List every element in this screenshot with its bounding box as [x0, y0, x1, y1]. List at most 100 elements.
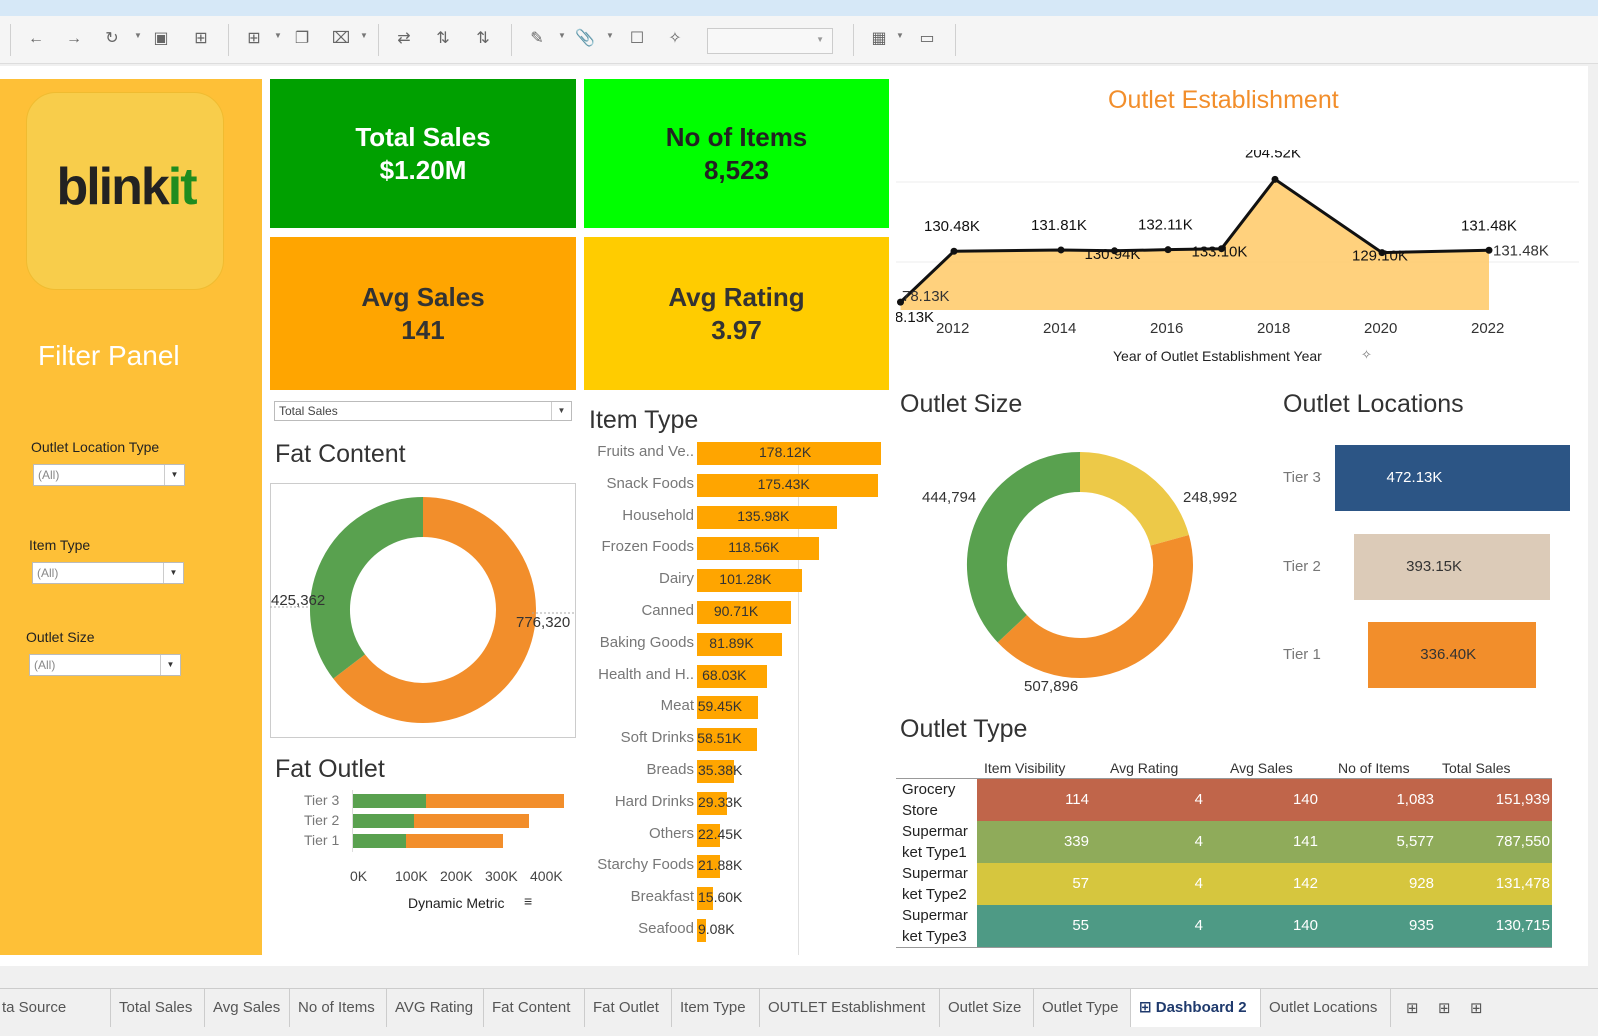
- show-me-icon[interactable]: ▦: [868, 28, 890, 50]
- establishment-point[interactable]: [1058, 246, 1065, 253]
- sheet-tab-fat-content[interactable]: Fat Content: [484, 989, 585, 1027]
- fat-outlet-bar-lowfat[interactable]: [414, 814, 529, 828]
- swap-icon[interactable]: ⇄: [393, 28, 415, 50]
- item-type-value-label: 90.71K: [714, 603, 758, 619]
- chevron-down-icon[interactable]: ▼: [160, 655, 180, 675]
- label-icon[interactable]: ☐: [626, 28, 648, 50]
- new-story-icon[interactable]: ⊞: [1470, 999, 1483, 1017]
- sheet-tab-ta-source[interactable]: ta Source: [0, 989, 111, 1027]
- redo-icon[interactable]: ↻: [101, 28, 123, 50]
- chevron-down-icon[interactable]: ▼: [134, 31, 142, 40]
- fat-outlet-bar-regular[interactable]: [352, 794, 426, 808]
- outlet-type-cell: 339: [1009, 833, 1089, 850]
- donut-slice-medium[interactable]: [1012, 540, 1173, 658]
- chevron-down-icon[interactable]: ▼: [163, 563, 183, 583]
- presentation-icon[interactable]: ▭: [916, 28, 938, 50]
- chevron-down-icon[interactable]: ▼: [896, 31, 904, 40]
- kpi-avg-rating[interactable]: Avg Rating 3.97: [584, 237, 889, 390]
- fat-outlet-axis: [352, 790, 353, 852]
- outlet-size-title: Outlet Size: [900, 390, 1022, 419]
- item-type-category-label: Canned: [584, 602, 694, 619]
- item-type-category-label: Health and H..: [584, 666, 694, 683]
- donut-slice-regular[interactable]: [330, 517, 423, 667]
- kpi-avg-sales[interactable]: Avg Sales 141: [270, 237, 576, 390]
- outlet-type-cell: 57: [1009, 875, 1089, 892]
- save-icon[interactable]: ▣: [150, 28, 172, 50]
- sheet-tab-avg-rating[interactable]: AVG Rating: [387, 989, 484, 1027]
- new-dashboard-icon[interactable]: ⊞: [1438, 999, 1451, 1017]
- item-type-value-label: 35.38K: [698, 762, 742, 778]
- item-type-category-label: Soft Drinks: [584, 729, 694, 746]
- establishment-point[interactable]: [951, 248, 958, 255]
- outlet-location-type-select[interactable]: (All) ▼: [33, 464, 185, 486]
- chevron-down-icon[interactable]: ▼: [606, 31, 614, 40]
- establishment-point-label: 132.11K: [1138, 217, 1193, 234]
- outlet-type-cell: 5,577: [1354, 833, 1434, 850]
- sheet-tab-no-of-items[interactable]: No of Items: [290, 989, 387, 1027]
- kpi-total-sales[interactable]: Total Sales $1.20M: [270, 79, 576, 228]
- chevron-down-icon[interactable]: ▼: [164, 465, 184, 485]
- item-type-value-label: 29.33K: [698, 794, 742, 810]
- outlet-type-title: Outlet Type: [900, 715, 1027, 744]
- fat-content-donut-chart: [270, 483, 576, 738]
- establishment-point-label: 131.48K: [1461, 217, 1517, 234]
- sheet-tab-avg-sales[interactable]: Avg Sales: [205, 989, 290, 1027]
- outlet-establishment-title: Outlet Establishment: [1108, 86, 1339, 115]
- sheet-tab-outlet-locations[interactable]: Outlet Locations: [1261, 989, 1391, 1027]
- fat-outlet-bar-lowfat[interactable]: [406, 834, 503, 848]
- metric-selector-value: Total Sales: [279, 404, 338, 418]
- donut-slice-high[interactable]: [1080, 472, 1170, 540]
- sort-icon[interactable]: ≡: [524, 893, 532, 909]
- item-type-select[interactable]: (All) ▼: [32, 562, 184, 584]
- chevron-down-icon[interactable]: ▼: [558, 31, 566, 40]
- establishment-point[interactable]: [1165, 246, 1172, 253]
- chevron-down-icon[interactable]: ▼: [551, 402, 571, 420]
- chevron-down-icon[interactable]: ▼: [274, 31, 282, 40]
- fat-outlet-bar-regular[interactable]: [352, 834, 406, 848]
- item-type-category-label: Snack Foods: [584, 475, 694, 492]
- fat-content-title: Fat Content: [275, 440, 406, 469]
- establishment-point[interactable]: [1486, 247, 1493, 254]
- sheet-tab-total-sales[interactable]: Total Sales: [111, 989, 205, 1027]
- metric-selector[interactable]: Total Sales ▼: [274, 401, 572, 421]
- pin-icon[interactable]: ✧: [664, 28, 686, 50]
- sheet-tab-dashboard-2[interactable]: ⊞ Dashboard 2: [1131, 989, 1261, 1027]
- annotate-icon[interactable]: 📎: [574, 28, 596, 50]
- logo-text-accent: it: [168, 158, 196, 216]
- fat-outlet-bar-lowfat[interactable]: [426, 794, 564, 808]
- establishment-point[interactable]: [1272, 176, 1279, 183]
- chevron-down-icon[interactable]: ▼: [360, 31, 368, 40]
- pin-icon[interactable]: ✧: [1361, 347, 1372, 363]
- duplicate-icon[interactable]: ❐: [291, 28, 313, 50]
- outlet-type-cell: 114: [1009, 791, 1089, 808]
- outlet-size-select[interactable]: (All) ▼: [29, 654, 181, 676]
- item-type-label: Item Type: [29, 537, 90, 553]
- fat-outlet-tick-label: 100K: [395, 868, 428, 884]
- fat-outlet-bar-regular[interactable]: [352, 814, 414, 828]
- sort-desc-icon[interactable]: ⇅: [472, 28, 494, 50]
- toolbar-separator: [10, 24, 11, 56]
- sheet-tab-item-type[interactable]: Item Type: [672, 989, 760, 1027]
- kpi-no-of-items[interactable]: No of Items 8,523: [584, 79, 889, 228]
- item-type-title: Item Type: [589, 406, 698, 435]
- outlet-establishment-chart: 78.13K130.48K131.81K130.94K132.11K133.10…: [896, 150, 1586, 350]
- fat-outlet-tier-label: Tier 1: [304, 832, 339, 848]
- sheet-tab-outlet-establishment[interactable]: OUTLET Establishment: [760, 989, 940, 1027]
- clear-icon[interactable]: ⌧: [330, 28, 352, 50]
- item-type-category-label: Breads: [584, 761, 694, 778]
- new-worksheet-icon[interactable]: ⊞: [1406, 999, 1419, 1017]
- establishment-tick-label: 2020: [1364, 320, 1397, 337]
- add-datasource-icon[interactable]: ⊞: [190, 28, 212, 50]
- sheet-tab-fat-outlet[interactable]: Fat Outlet: [585, 989, 672, 1027]
- toolbar-fit-dropdown[interactable]: ▼: [707, 28, 833, 54]
- outlet-location-bar[interactable]: [1335, 445, 1570, 511]
- sort-asc-icon[interactable]: ⇅: [432, 28, 454, 50]
- donut-slice-small[interactable]: [987, 472, 1080, 629]
- outlet-type-row-label: Supermar: [902, 863, 968, 884]
- highlight-icon[interactable]: ✎: [526, 28, 548, 50]
- sheet-tab-outlet-type[interactable]: Outlet Type: [1034, 989, 1131, 1027]
- sheet-tab-outlet-size[interactable]: Outlet Size: [940, 989, 1034, 1027]
- back-icon[interactable]: ←: [25, 28, 47, 50]
- forward-icon[interactable]: →: [63, 28, 85, 50]
- new-worksheet-icon[interactable]: ⊞: [243, 28, 265, 50]
